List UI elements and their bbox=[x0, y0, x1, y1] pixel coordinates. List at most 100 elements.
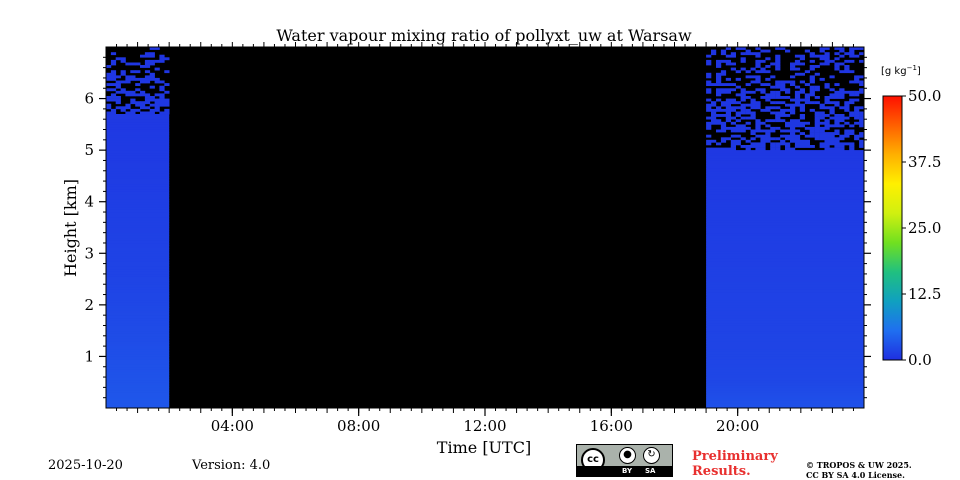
data-cell bbox=[760, 108, 766, 112]
data-row bbox=[106, 268, 170, 272]
data-cell bbox=[164, 90, 170, 94]
data-cell bbox=[854, 54, 860, 58]
data-cell bbox=[750, 114, 756, 117]
data-cell bbox=[770, 126, 776, 130]
data-cell bbox=[120, 72, 126, 76]
data-row bbox=[106, 255, 170, 259]
data-cell bbox=[804, 96, 810, 99]
data-cell bbox=[755, 121, 761, 125]
data-cell bbox=[725, 114, 731, 117]
data-cell bbox=[720, 49, 727, 53]
data-cell bbox=[740, 67, 746, 71]
data-cell bbox=[849, 47, 855, 50]
data-cell bbox=[730, 139, 736, 143]
data-row bbox=[106, 235, 170, 239]
data-cell bbox=[834, 52, 840, 56]
data-row bbox=[106, 116, 170, 120]
data-cell bbox=[799, 145, 805, 148]
data-cell bbox=[140, 80, 146, 84]
data-cell bbox=[745, 70, 751, 74]
data-cell bbox=[790, 132, 796, 135]
data-cell bbox=[735, 134, 741, 138]
data-cell bbox=[149, 47, 155, 50]
data-row bbox=[706, 364, 864, 368]
data-cell bbox=[164, 57, 170, 61]
data-row bbox=[706, 168, 864, 172]
data-row bbox=[106, 212, 170, 215]
data-cell bbox=[814, 132, 820, 135]
data-cell bbox=[159, 85, 165, 89]
data-cell bbox=[785, 90, 791, 94]
data-cell bbox=[106, 98, 112, 102]
data-cell bbox=[785, 124, 791, 128]
data-cell bbox=[819, 111, 825, 115]
data-cell bbox=[819, 49, 825, 53]
data-cell bbox=[755, 101, 761, 105]
data-cell bbox=[824, 98, 830, 102]
data-cell bbox=[750, 101, 756, 105]
data-row bbox=[106, 328, 170, 332]
data-cell bbox=[730, 116, 736, 120]
data-cell bbox=[135, 83, 141, 86]
data-cell bbox=[130, 98, 136, 102]
data-cell bbox=[711, 49, 717, 53]
data-cell bbox=[844, 90, 850, 94]
data-cell bbox=[740, 47, 746, 50]
data-row bbox=[106, 126, 170, 130]
data-cell bbox=[829, 106, 835, 110]
data-cell bbox=[799, 88, 805, 92]
data-row bbox=[706, 281, 864, 285]
data-row bbox=[706, 219, 864, 223]
y-tick-label: 3 bbox=[84, 244, 94, 262]
data-cell bbox=[854, 47, 860, 50]
data-row bbox=[106, 196, 170, 200]
data-cell bbox=[785, 103, 791, 107]
data-cell bbox=[819, 134, 825, 138]
data-row bbox=[706, 379, 864, 383]
data-row bbox=[706, 315, 864, 319]
data-cell bbox=[785, 114, 791, 117]
data-row bbox=[706, 353, 864, 357]
data-cell bbox=[775, 85, 781, 89]
data-cell bbox=[716, 147, 722, 151]
data-row bbox=[106, 325, 170, 329]
data-cell bbox=[809, 132, 815, 135]
data-row bbox=[106, 366, 170, 370]
data-cell bbox=[745, 121, 751, 125]
data-cell bbox=[799, 142, 805, 146]
data-cell bbox=[725, 54, 731, 58]
data-row bbox=[706, 297, 864, 301]
data-cell bbox=[804, 121, 810, 125]
data-cell bbox=[735, 77, 741, 81]
data-cell bbox=[824, 147, 830, 151]
data-cell bbox=[755, 147, 761, 151]
data-cell bbox=[775, 96, 781, 99]
data-cell bbox=[716, 90, 722, 94]
data-cell bbox=[720, 114, 727, 117]
data-cell bbox=[760, 96, 766, 99]
data-cell bbox=[775, 142, 781, 146]
data-cell bbox=[790, 62, 796, 66]
data-cell bbox=[834, 147, 840, 151]
data-cell bbox=[716, 65, 722, 68]
data-row bbox=[706, 243, 864, 246]
data-cell bbox=[740, 93, 746, 97]
badge-band bbox=[577, 466, 672, 476]
data-row bbox=[106, 302, 170, 306]
data-row bbox=[706, 178, 864, 182]
data-cell bbox=[775, 137, 781, 141]
data-row bbox=[106, 286, 170, 290]
data-cell bbox=[144, 80, 151, 84]
data-cell bbox=[814, 119, 820, 123]
data-cell bbox=[120, 57, 126, 61]
data-row bbox=[106, 382, 170, 386]
data-row bbox=[106, 258, 170, 262]
data-row bbox=[106, 346, 170, 350]
data-cell bbox=[834, 145, 840, 148]
data-row bbox=[106, 227, 170, 231]
data-cell bbox=[711, 83, 717, 86]
data-cell bbox=[799, 121, 805, 125]
data-cell bbox=[834, 67, 840, 71]
data-cell bbox=[824, 142, 830, 146]
data-cell bbox=[839, 49, 845, 53]
